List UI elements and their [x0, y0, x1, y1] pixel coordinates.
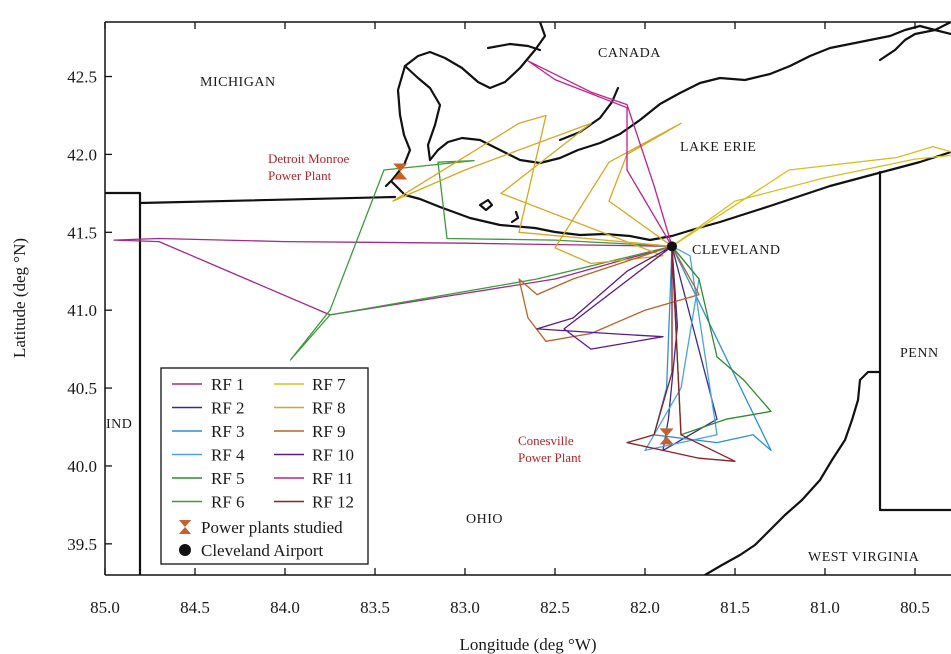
lake-erie-south-shore [390, 150, 951, 242]
legend-airport-label: Cleveland Airport [201, 541, 324, 560]
legend-plants-label: Power plants studied [201, 518, 343, 537]
plot-frame [104, 21, 951, 576]
flight-track-rf-4 [644, 245, 718, 452]
legend-airport-entry: Cleveland Airport [179, 541, 324, 560]
legend-label-rf-5: RF 5 [211, 469, 245, 488]
x-tick-label: 82.5 [540, 598, 570, 617]
detroit-plant-marker [393, 163, 408, 180]
x-tick-label: 81.5 [720, 598, 750, 617]
label-michigan: MICHIGAN [200, 75, 276, 90]
legend-label-rf-9: RF 9 [312, 422, 346, 441]
y-tick-label: 40.0 [67, 457, 97, 476]
flight-track-rf-5 [671, 245, 772, 436]
hourglass-icon [179, 520, 191, 534]
legend-label-rf-4: RF 4 [211, 446, 245, 465]
axes: 85.0 84.5 84.0 83.5 83.0 82.5 82.0 81.5 81.0 80.5… [67, 22, 930, 617]
flight-track-rf-1 [113, 237, 673, 316]
legend-label-rf-6: RF 6 [211, 493, 245, 512]
x-axis-title: Longitude (deg °W) [459, 635, 596, 654]
legend-label-rf-7: RF 7 [312, 375, 346, 394]
lake-st-clair-shore [403, 22, 547, 162]
flight-track-rf-12 [626, 245, 736, 462]
y-tick-label: 39.5 [67, 535, 97, 554]
label-ohio: OHIO [466, 512, 503, 527]
x-tick-label: 83.5 [360, 598, 390, 617]
legend: RF 1 RF 2 RF 3 RF 4 RF 5 RF 6 RF 7 RF 8 RF 9 RF 1… [160, 367, 369, 565]
legend-label-rf-10: RF 10 [312, 446, 354, 465]
site-markers [393, 163, 677, 445]
legend-label-rf-3: RF 3 [211, 422, 245, 441]
x-tick-label: 84.0 [270, 598, 300, 617]
label-west-virginia: WEST VIRGINIA [808, 550, 920, 565]
label-conesville-plant-line2: Power Plant [518, 450, 582, 465]
cleveland-airport-marker [667, 241, 677, 252]
legend-plants-entry: Power plants studied [179, 518, 343, 537]
y-axis-title: Latitude (deg °N) [10, 238, 29, 358]
y-tick-label: 41.0 [67, 301, 97, 320]
conesville-plant-marker [659, 428, 674, 445]
ontario-upper-right [878, 22, 951, 62]
legend-label-rf-11: RF 11 [312, 469, 353, 488]
x-tick-label: 80.5 [900, 598, 930, 617]
lake-erie-north-shore [428, 24, 951, 165]
label-canada: CANADA [598, 46, 661, 61]
label-cleveland: CLEVELAND [692, 243, 781, 258]
label-detroit-plant-line2: Power Plant [268, 168, 332, 183]
x-tick-label: 84.5 [180, 598, 210, 617]
y-tick-label: 41.5 [67, 223, 97, 242]
label-detroit-plant-line1: Detroit Monroe [268, 151, 349, 166]
flight-track-rf-3 [653, 245, 772, 452]
x-tick-label: 81.0 [810, 598, 840, 617]
legend-label-rf-1: RF 1 [211, 375, 245, 394]
legend-label-rf-8: RF 8 [312, 399, 346, 418]
penn-ohio-border [878, 170, 951, 512]
michigan-coast [384, 64, 412, 188]
legend-entries: RF 1 RF 2 RF 3 RF 4 RF 5 RF 6 RF 7 RF 8 RF 9 RF 1… [172, 375, 354, 512]
y-tick-label: 42.0 [67, 145, 97, 164]
flight-track-rf-11 [527, 60, 673, 247]
legend-box [160, 367, 369, 565]
airport-dot-icon [179, 544, 191, 556]
flight-track-rf-7 [671, 145, 951, 247]
label-penn: PENN [900, 346, 939, 361]
plant-labels: Detroit Monroe Power Plant Conesville Po… [268, 151, 582, 465]
y-tick-label: 40.5 [67, 379, 97, 398]
x-tick-label: 83.0 [450, 598, 480, 617]
flight-track-rf-6 [289, 159, 673, 361]
flight-track-rf-10 [536, 245, 673, 350]
lake-islands [478, 198, 520, 224]
region-labels: MICHIGAN CANADA LAKE ERIE CLEVELAND PENN… [106, 46, 939, 565]
label-lake-erie: LAKE ERIE [680, 140, 756, 155]
y-tick-label: 42.5 [67, 68, 97, 87]
label-conesville-plant-line1: Conesville [518, 433, 574, 448]
michigan-ohio-border [105, 191, 397, 205]
geographic-borders [105, 22, 951, 575]
legend-label-rf-2: RF 2 [211, 399, 245, 418]
flight-track-rf-8 [392, 114, 682, 265]
label-ind: IND [106, 417, 132, 432]
ohio-river-wv-border [703, 370, 882, 575]
x-tick-label: 85.0 [90, 598, 120, 617]
x-tick-label: 82.0 [630, 598, 660, 617]
ontario-shore-loop [486, 42, 620, 142]
legend-label-rf-12: RF 12 [312, 493, 354, 512]
